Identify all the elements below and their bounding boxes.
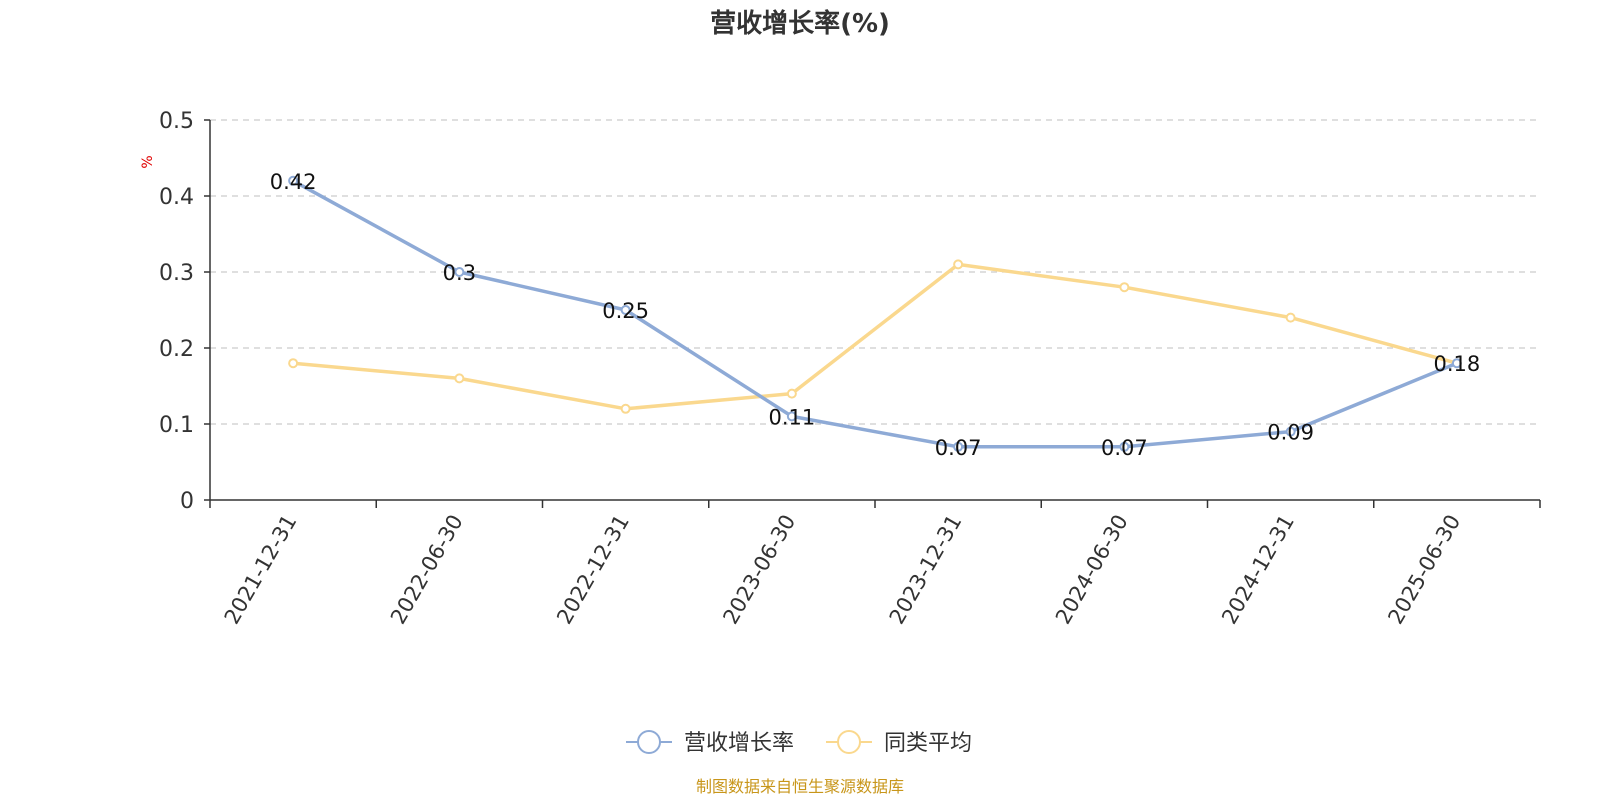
y-axis-unit-label: % — [140, 155, 156, 168]
data-point-series-0 — [620, 305, 631, 315]
legend[interactable]: 营收增长率 同类平均 — [626, 730, 972, 756]
series-line-1 — [292, 262, 1458, 411]
data-label: 0.07 — [935, 436, 982, 460]
legend-label: 营收增长率 — [684, 731, 794, 756]
data-point-series-0 — [786, 411, 797, 422]
data-label: 0.11 — [768, 405, 815, 429]
data-label: 0.25 — [602, 299, 649, 323]
data-point-series-1 — [1119, 282, 1130, 293]
data-label: 0.09 — [1267, 421, 1314, 445]
x-tick-label: 2024-12-31 — [1217, 511, 1299, 629]
data-label: 0.42 — [270, 170, 317, 194]
data-point-series-0 — [953, 441, 964, 452]
data-point-series-1 — [454, 373, 465, 384]
chart-title: 营收增长率(%) — [710, 8, 890, 39]
data-label: 0.18 — [1433, 352, 1480, 376]
data-point-series-0 — [288, 175, 299, 186]
x-tick-label: 2023-12-31 — [885, 511, 967, 629]
x-tick-label: 2022-06-30 — [386, 511, 468, 629]
legend-circle-icon — [837, 730, 861, 754]
data-point-series-0 — [1451, 358, 1462, 369]
x-tick-label: 2024-06-30 — [1051, 511, 1133, 629]
data-point-series-1 — [620, 403, 631, 414]
data-labels: 0.42 0.3 0.25 0.11 0.07 0.07 0.09 0.18 — [270, 170, 1481, 460]
legend-circle-icon — [637, 730, 661, 754]
y-tick-label: 0.1 — [159, 413, 194, 438]
source-note: 制图数据来自恒生聚源数据库 — [696, 777, 904, 796]
data-point-series-0 — [1285, 426, 1296, 437]
series-line-0 — [292, 179, 1458, 449]
y-tick-label: 0.5 — [159, 109, 194, 134]
grid-lines — [210, 119, 1540, 425]
legend-label: 同类平均 — [884, 731, 972, 756]
y-tick-label: 0.2 — [159, 337, 194, 362]
data-point-series-0 — [1119, 441, 1130, 452]
x-tick-label: 2023-06-30 — [718, 511, 800, 629]
y-tick-label: 0.4 — [159, 185, 194, 210]
data-point-series-0 — [454, 267, 465, 277]
x-tick-label: 2021-12-31 — [220, 511, 302, 629]
series-lines — [288, 175, 1462, 452]
data-point-series-1 — [953, 259, 964, 270]
data-point-series-1 — [1285, 312, 1296, 323]
data-point-series-1 — [288, 358, 299, 369]
x-tick-label: 2025-06-30 — [1383, 511, 1465, 629]
data-label: 0.3 — [443, 261, 476, 285]
x-tick-label: 2022-12-31 — [552, 511, 634, 629]
data-label: 0.07 — [1101, 436, 1148, 460]
data-point-series-1 — [786, 388, 797, 399]
legend-item-0[interactable]: 营收增长率 — [626, 730, 794, 756]
y-tick-label: 0 — [180, 489, 194, 514]
legend-item-1[interactable]: 同类平均 — [826, 730, 972, 756]
y-tick-label: 0.3 — [159, 261, 194, 286]
